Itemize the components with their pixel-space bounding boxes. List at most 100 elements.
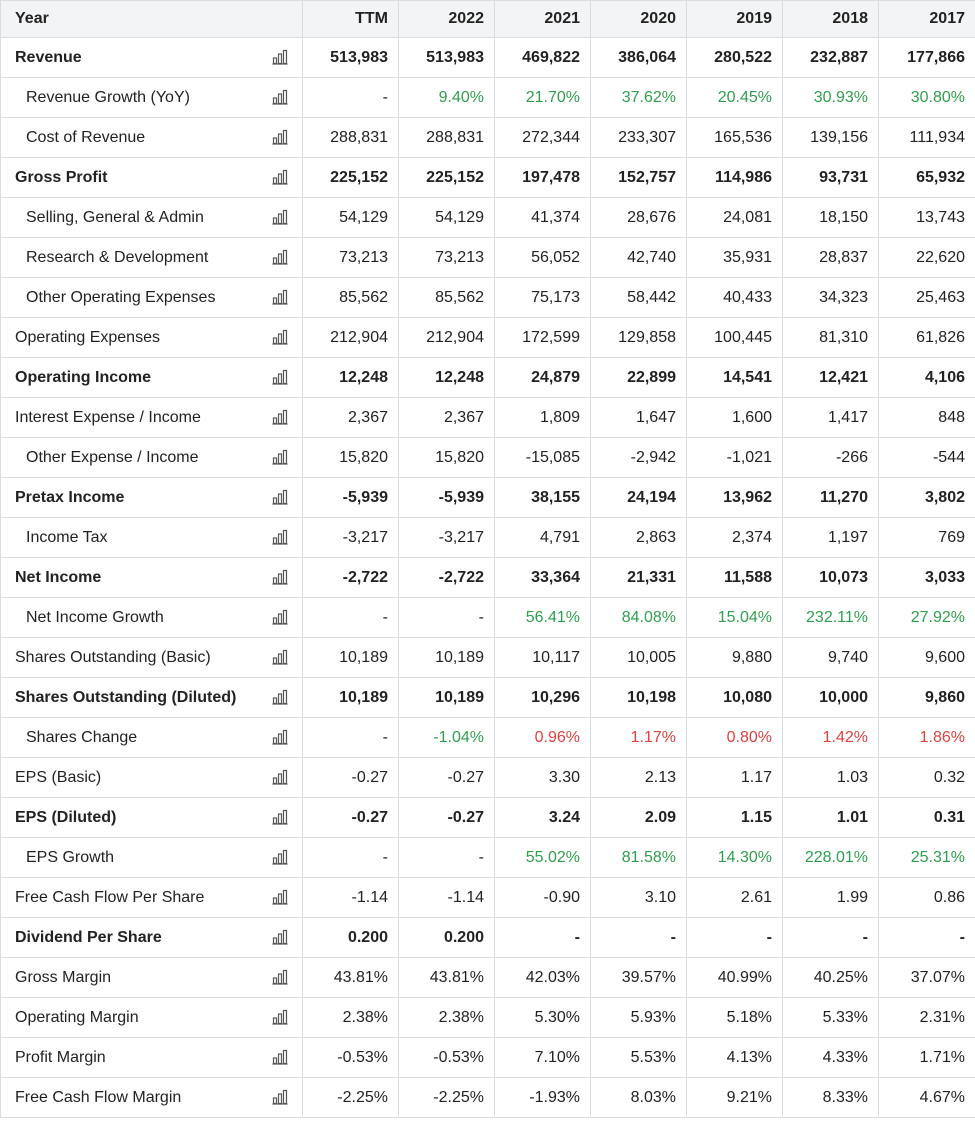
row-label: Cost of Revenue (0, 117, 259, 158)
table-cell: 40.99% (686, 957, 783, 998)
table-cell: 38,155 (494, 477, 591, 518)
chart-button[interactable] (258, 877, 303, 918)
year-header[interactable]: Year (0, 0, 303, 38)
bar-chart-icon[interactable] (272, 689, 288, 705)
chart-button[interactable] (258, 117, 303, 158)
bar-chart-icon[interactable] (272, 889, 288, 905)
table-cell: 15,820 (398, 437, 495, 478)
chart-button[interactable] (258, 477, 303, 518)
table-cell: 0.200 (398, 917, 495, 958)
bar-chart-icon[interactable] (272, 409, 288, 425)
table-cell: -1.14 (302, 877, 399, 918)
chart-button[interactable] (258, 37, 303, 78)
chart-button[interactable] (258, 837, 303, 878)
table-cell: 21.70% (494, 77, 591, 118)
bar-chart-icon[interactable] (272, 1009, 288, 1025)
bar-chart-icon[interactable] (272, 249, 288, 265)
chart-button[interactable] (258, 277, 303, 318)
chart-button[interactable] (258, 557, 303, 598)
column-header[interactable]: 2020 (590, 0, 687, 38)
table-cell: 75,173 (494, 277, 591, 318)
chart-button[interactable] (258, 397, 303, 438)
table-cell: 2.31% (878, 997, 975, 1038)
table-cell: 14.30% (686, 837, 783, 878)
table-row: Other Operating Expenses 85,562 85,562 75,… (0, 277, 975, 318)
bar-chart-icon[interactable] (272, 369, 288, 385)
chart-button[interactable] (258, 957, 303, 998)
table-cell: -5,939 (398, 477, 495, 518)
chart-button[interactable] (258, 797, 303, 838)
table-cell: - (878, 917, 975, 958)
table-cell: 5.53% (590, 1037, 687, 1078)
chart-button[interactable] (258, 317, 303, 358)
bar-chart-icon[interactable] (272, 929, 288, 945)
table-cell: 3.10 (590, 877, 687, 918)
row-label: Shares Change (0, 717, 259, 758)
chart-button[interactable] (258, 757, 303, 798)
table-cell: -544 (878, 437, 975, 478)
bar-chart-icon[interactable] (272, 209, 288, 225)
column-header[interactable]: 2021 (494, 0, 591, 38)
chart-button[interactable] (258, 237, 303, 278)
bar-chart-icon[interactable] (272, 849, 288, 865)
table-cell: -0.53% (302, 1037, 399, 1078)
bar-chart-icon[interactable] (272, 289, 288, 305)
table-cell: 0.80% (686, 717, 783, 758)
table-cell: 10,080 (686, 677, 783, 718)
table-cell: 8.33% (782, 1077, 879, 1118)
bar-chart-icon[interactable] (272, 489, 288, 505)
table-cell: 1.42% (782, 717, 879, 758)
chart-button[interactable] (258, 357, 303, 398)
table-cell: 30.80% (878, 77, 975, 118)
bar-chart-icon[interactable] (272, 809, 288, 825)
bar-chart-icon[interactable] (272, 129, 288, 145)
column-header[interactable]: 2022 (398, 0, 495, 38)
bar-chart-icon[interactable] (272, 729, 288, 745)
chart-button[interactable] (258, 597, 303, 638)
chart-button[interactable] (258, 917, 303, 958)
bar-chart-icon[interactable] (272, 769, 288, 785)
table-row: Net Income Growth - -56.41% 84.08% 15.04% 23… (0, 597, 975, 638)
table-cell: 9.40% (398, 77, 495, 118)
bar-chart-icon[interactable] (272, 89, 288, 105)
chart-button[interactable] (258, 717, 303, 758)
bar-chart-icon[interactable] (272, 169, 288, 185)
bar-chart-icon[interactable] (272, 529, 288, 545)
chart-button[interactable] (258, 77, 303, 118)
bar-chart-icon[interactable] (272, 329, 288, 345)
chart-button[interactable] (258, 517, 303, 558)
bar-chart-icon[interactable] (272, 449, 288, 465)
table-cell: 1,197 (782, 517, 879, 558)
bar-chart-icon[interactable] (272, 649, 288, 665)
chart-button[interactable] (258, 437, 303, 478)
table-cell: 232,887 (782, 37, 879, 78)
bar-chart-icon[interactable] (272, 1089, 288, 1105)
chart-button[interactable] (258, 637, 303, 678)
bar-chart-icon[interactable] (272, 569, 288, 585)
table-cell: -0.27 (302, 757, 399, 798)
table-cell: 10,073 (782, 557, 879, 598)
column-header[interactable]: 2017 (878, 0, 975, 38)
table-cell: 848 (878, 397, 975, 438)
table-row: Free Cash Flow Margin -2.25% -2.25% -1.93%… (0, 1077, 975, 1118)
table-cell: 28,676 (590, 197, 687, 238)
column-header[interactable]: 2018 (782, 0, 879, 38)
column-header[interactable]: TTM (302, 0, 399, 38)
chart-button[interactable] (258, 1037, 303, 1078)
bar-chart-icon[interactable] (272, 969, 288, 985)
table-cell: 41,374 (494, 197, 591, 238)
bar-chart-icon[interactable] (272, 1049, 288, 1065)
row-label: Revenue Growth (YoY) (0, 77, 259, 118)
chart-button[interactable] (258, 157, 303, 198)
bar-chart-icon[interactable] (272, 609, 288, 625)
table-cell: 34,323 (782, 277, 879, 318)
chart-button[interactable] (258, 1077, 303, 1118)
column-header[interactable]: 2019 (686, 0, 783, 38)
table-row: Income Tax -3,217 -3,217 4,791 2,863 2,374 1,… (0, 517, 975, 558)
bar-chart-icon[interactable] (272, 49, 288, 65)
table-cell: 15,820 (302, 437, 399, 478)
chart-button[interactable] (258, 677, 303, 718)
table-cell: 288,831 (398, 117, 495, 158)
chart-button[interactable] (258, 197, 303, 238)
chart-button[interactable] (258, 997, 303, 1038)
